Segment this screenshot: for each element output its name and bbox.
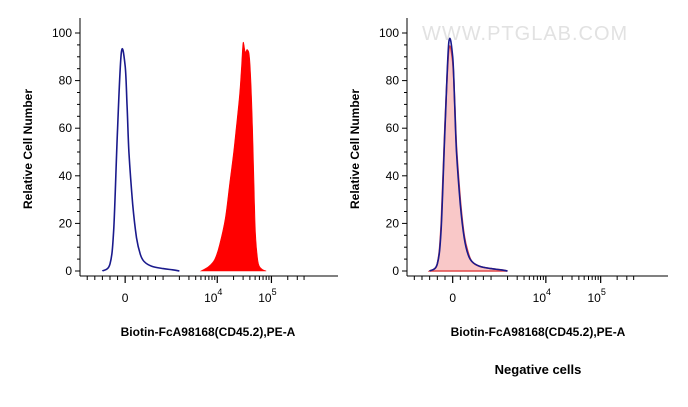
x-tick-exponent: 5	[272, 287, 277, 297]
x-tick-label: 104	[204, 287, 222, 305]
x-axis-ticks: 0 104 105	[86, 276, 305, 305]
histogram-panel-negative: 0 20 40 60 80 100 0 104 105 Relative Cell Numbe…	[348, 18, 668, 377]
x-axis-label: Biotin-FcA98168(CD45.2),PE-A	[451, 325, 626, 339]
histogram-series-layer	[101, 41, 267, 272]
histogram-panel-positive: 0 20 40 60 80 100 0 104 105 Relative Cell Numbe…	[21, 18, 338, 339]
panel-caption: Negative cells	[495, 362, 582, 377]
x-tick-exponent: 4	[217, 287, 222, 297]
y-tick-label: 20	[59, 216, 73, 230]
y-tick-label: 0	[65, 264, 72, 278]
y-tick-label: 100	[52, 26, 72, 40]
y-tick-label: 100	[379, 26, 399, 40]
histogram-outline-control	[429, 37, 508, 272]
y-tick-label: 0	[392, 264, 399, 278]
x-tick-label: 0	[449, 291, 456, 305]
x-tick-label: 0	[122, 291, 129, 305]
y-tick-label: 40	[59, 169, 73, 183]
y-axis-label: Relative Cell Number	[21, 89, 35, 209]
y-axis-label: Relative Cell Number	[348, 89, 362, 209]
axes-frame	[79, 18, 338, 277]
y-tick-label: 80	[386, 74, 400, 88]
x-tick-exponent: 5	[601, 287, 606, 297]
y-axis-ticks: 0 20 40 60 80 100	[379, 26, 407, 278]
x-axis-ticks: 0 104 105	[413, 276, 635, 305]
x-tick-label: 104	[533, 287, 551, 305]
histogram-outline-control	[101, 47, 180, 272]
watermark-text: WWW.PTGLAB.COM	[422, 23, 628, 45]
y-tick-label: 80	[59, 74, 73, 88]
histogram-filled-stained	[199, 41, 267, 272]
y-tick-label: 60	[59, 121, 73, 135]
x-tick-label: 105	[258, 287, 276, 305]
y-tick-label: 60	[386, 121, 400, 135]
y-tick-label: 20	[386, 216, 400, 230]
y-tick-label: 40	[386, 169, 400, 183]
x-axis-label: Biotin-FcA98168(CD45.2),PE-A	[121, 325, 296, 339]
histogram-series-layer	[427, 37, 508, 272]
y-axis-ticks: 0 20 40 60 80 100	[52, 26, 80, 278]
x-tick-exponent: 4	[546, 287, 551, 297]
x-tick-label: 105	[587, 287, 605, 305]
